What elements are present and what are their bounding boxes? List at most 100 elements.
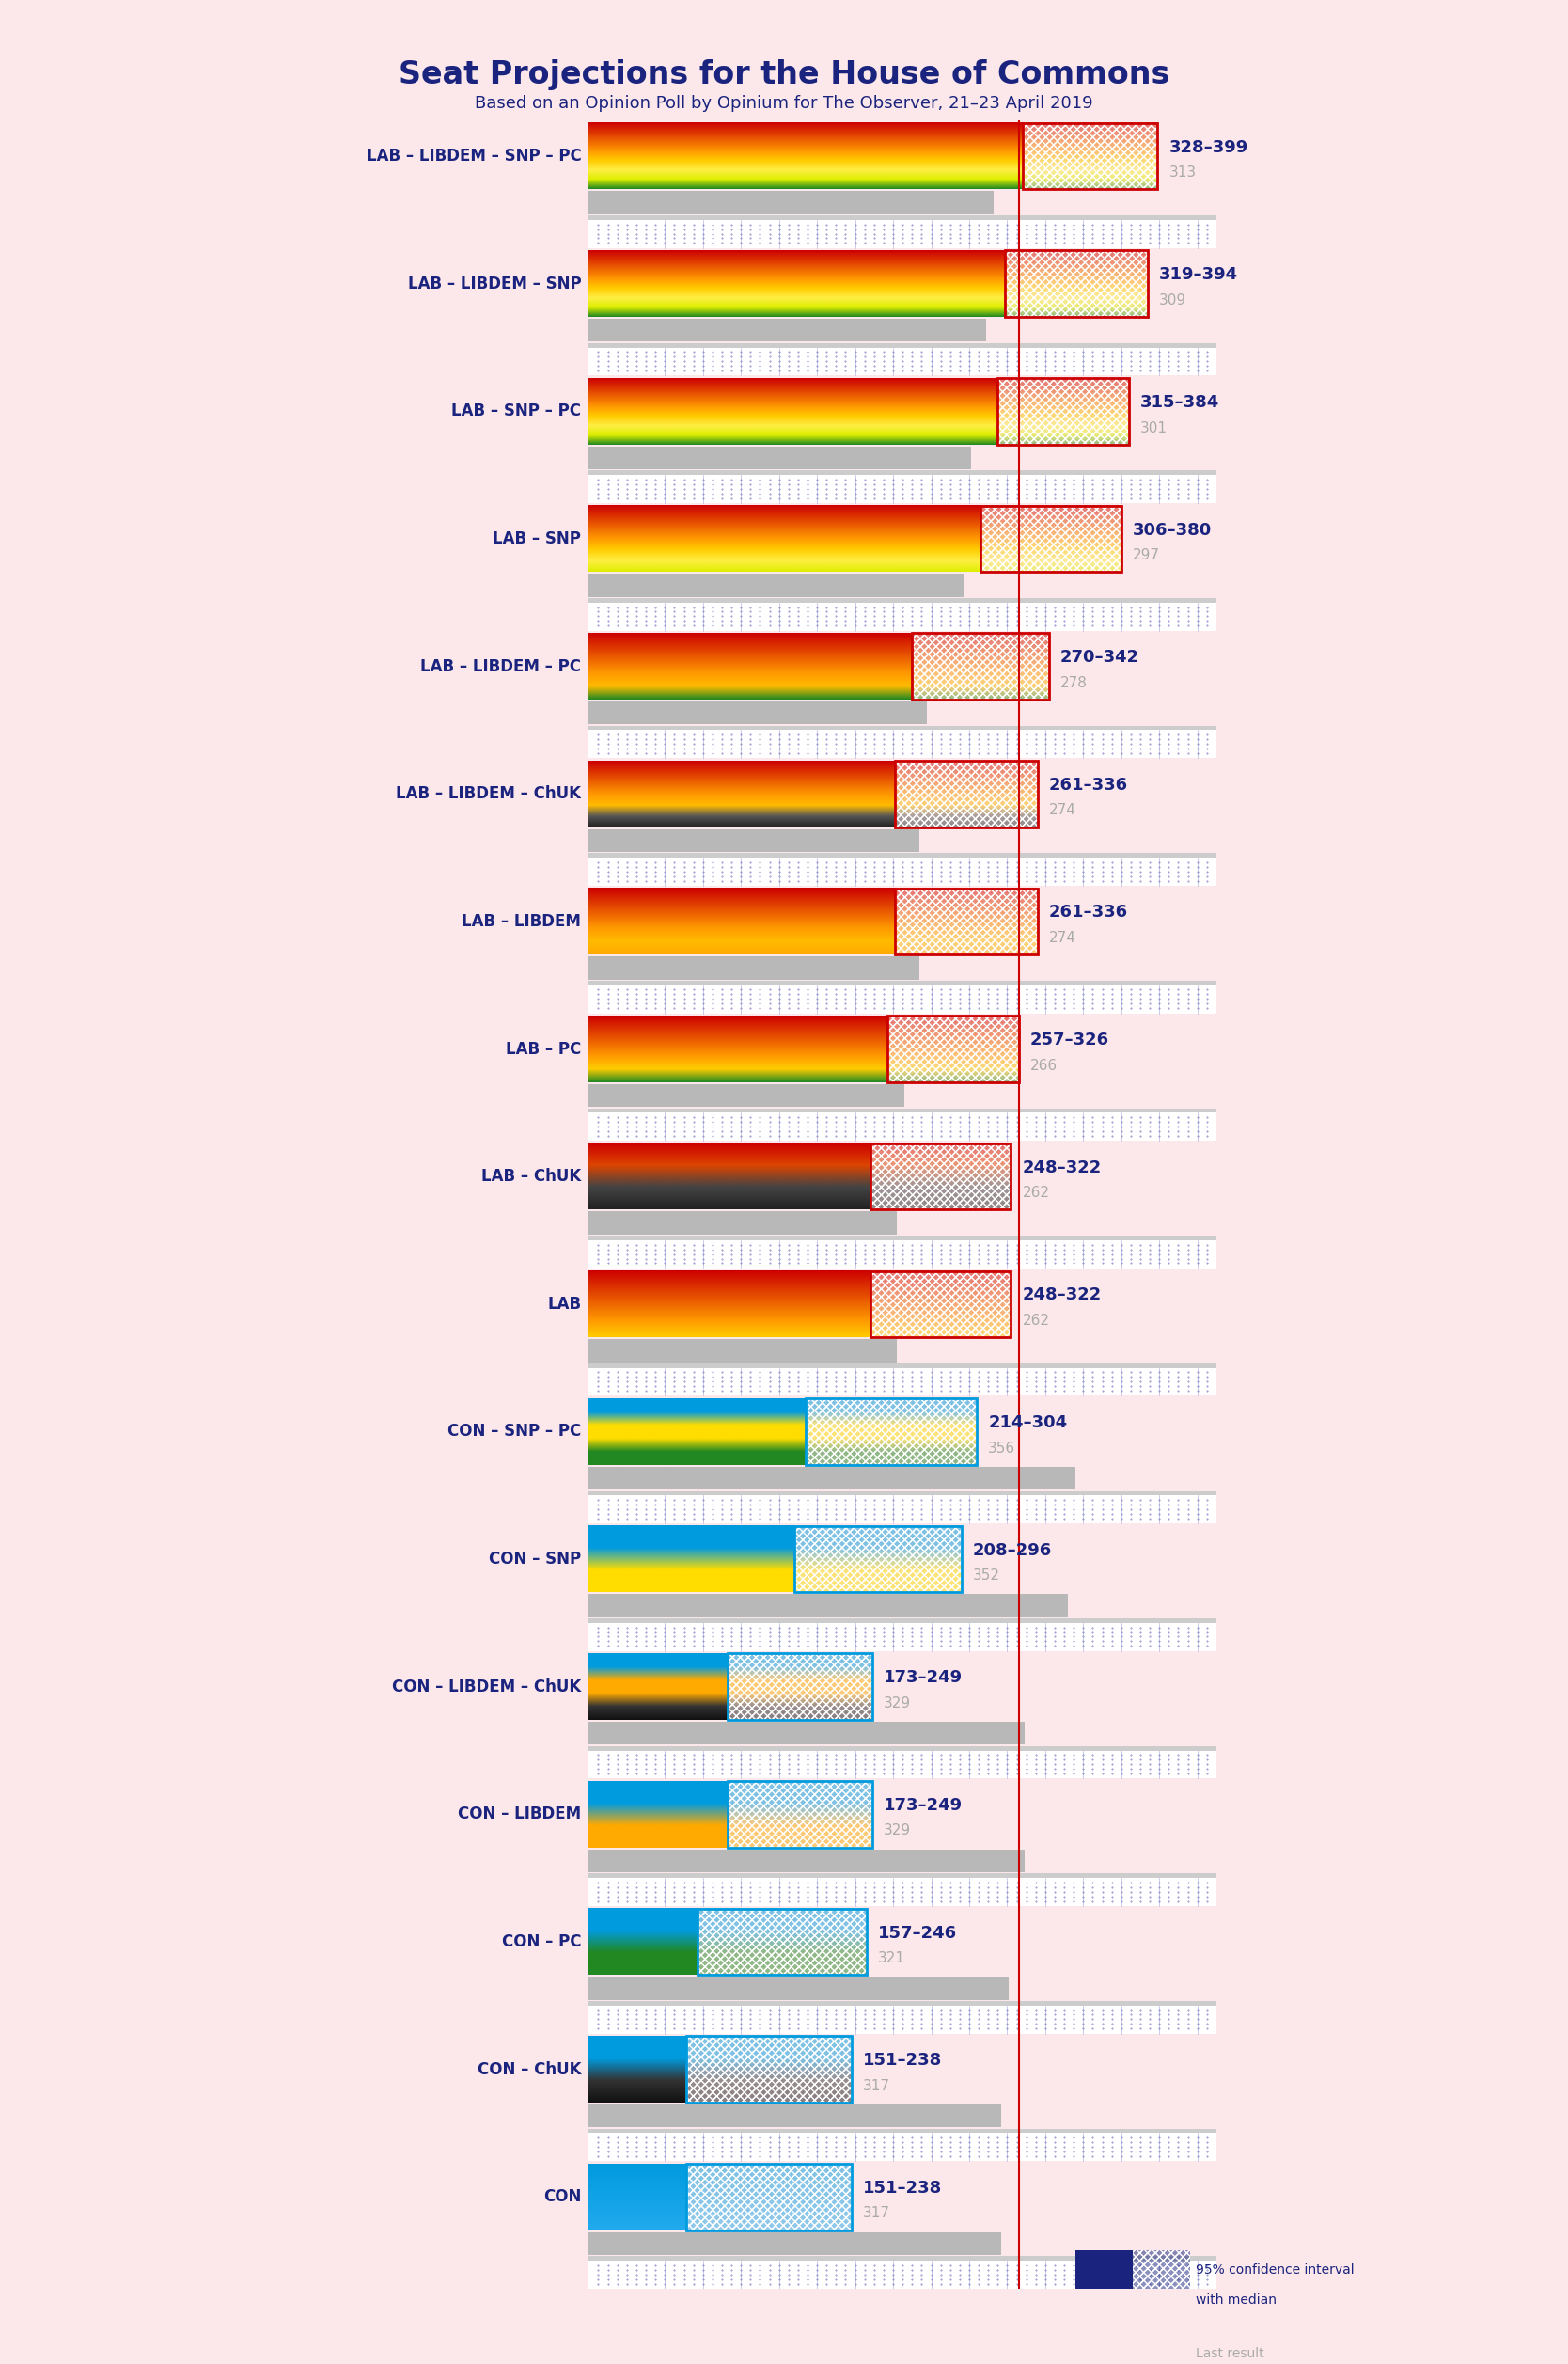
- Bar: [590, 1492, 1217, 1496]
- Bar: [590, 215, 1217, 220]
- Text: 297: 297: [1132, 548, 1160, 563]
- Bar: [685, 2163, 851, 2229]
- Bar: [590, 2000, 1217, 2033]
- Bar: [590, 215, 1217, 248]
- Bar: [590, 853, 1217, 858]
- Bar: [590, 957, 920, 979]
- Text: LAB – LIBDEM – SNP: LAB – LIBDEM – SNP: [408, 274, 582, 293]
- Bar: [1076, 2251, 1132, 2317]
- Bar: [685, 2035, 851, 2102]
- Text: 274: 274: [1049, 804, 1076, 818]
- Bar: [1005, 251, 1148, 317]
- Bar: [590, 1875, 1217, 1905]
- Text: CON – SNP: CON – SNP: [489, 1551, 582, 1567]
- Bar: [870, 1272, 1011, 1338]
- Bar: [698, 1908, 867, 1974]
- Bar: [728, 1652, 872, 1721]
- Bar: [590, 1747, 1217, 1749]
- Text: 319–394: 319–394: [1159, 267, 1239, 284]
- Text: 248–322: 248–322: [1022, 1158, 1102, 1175]
- Bar: [590, 470, 1217, 504]
- Text: LAB – LIBDEM: LAB – LIBDEM: [463, 913, 582, 929]
- Bar: [590, 598, 1217, 603]
- Bar: [1132, 2251, 1190, 2317]
- Text: 208–296: 208–296: [974, 1541, 1052, 1558]
- Text: 315–384: 315–384: [1140, 395, 1220, 411]
- Bar: [590, 2000, 1217, 2005]
- Text: 157–246: 157–246: [878, 1924, 956, 1941]
- Bar: [887, 1017, 1019, 1083]
- Bar: [590, 1976, 1010, 2000]
- Bar: [590, 726, 1217, 730]
- Text: 95% confidence interval: 95% confidence interval: [1195, 2265, 1353, 2277]
- Bar: [997, 378, 1129, 444]
- Bar: [728, 1780, 872, 1846]
- Bar: [980, 506, 1121, 572]
- Bar: [1022, 123, 1157, 189]
- Text: CON – SNP – PC: CON – SNP – PC: [447, 1423, 582, 1440]
- Text: CON – PC: CON – PC: [502, 1934, 582, 1950]
- Bar: [685, 2163, 851, 2229]
- Bar: [590, 1085, 905, 1106]
- Text: LAB – LIBDEM – PC: LAB – LIBDEM – PC: [420, 657, 582, 674]
- Bar: [913, 634, 1049, 700]
- Bar: [728, 1652, 872, 1721]
- Bar: [590, 1492, 1217, 1522]
- Text: LAB: LAB: [547, 1295, 582, 1312]
- Bar: [887, 1017, 1019, 1083]
- Text: 321: 321: [878, 1950, 905, 1964]
- Bar: [590, 1721, 1024, 1745]
- Text: 306–380: 306–380: [1132, 522, 1212, 539]
- Bar: [1132, 2251, 1190, 2317]
- Bar: [590, 1849, 1024, 1872]
- Text: 262: 262: [1022, 1314, 1049, 1329]
- Bar: [698, 1908, 867, 1974]
- Bar: [895, 761, 1038, 827]
- Bar: [590, 1619, 1217, 1650]
- Text: LAB – PC: LAB – PC: [506, 1040, 582, 1057]
- Text: LAB – ChUK: LAB – ChUK: [481, 1168, 582, 1184]
- Bar: [590, 598, 1217, 631]
- Bar: [870, 1272, 1011, 1338]
- Bar: [590, 319, 986, 343]
- Text: CON: CON: [543, 2189, 582, 2206]
- Text: 313: 313: [1168, 165, 1196, 180]
- Text: 266: 266: [1030, 1059, 1057, 1073]
- Text: 352: 352: [974, 1570, 1000, 1584]
- Bar: [590, 981, 1217, 1014]
- Bar: [1022, 123, 1157, 189]
- Bar: [913, 634, 1049, 700]
- Bar: [590, 1364, 1217, 1395]
- Bar: [590, 1593, 1068, 1617]
- Bar: [590, 853, 1217, 886]
- Bar: [590, 1236, 1217, 1269]
- Text: 257–326: 257–326: [1030, 1031, 1109, 1050]
- Bar: [980, 506, 1121, 572]
- Text: CON – ChUK: CON – ChUK: [477, 2061, 582, 2078]
- Bar: [590, 447, 971, 470]
- Text: with median: with median: [1195, 2293, 1276, 2307]
- Bar: [590, 2128, 1217, 2161]
- Bar: [997, 378, 1129, 444]
- Bar: [806, 1399, 977, 1466]
- Text: Based on an Opinion Poll by Opinium for The Observer, 21–23 April 2019: Based on an Opinion Poll by Opinium for …: [475, 95, 1093, 111]
- Text: CON – LIBDEM – ChUK: CON – LIBDEM – ChUK: [392, 1678, 582, 1695]
- Bar: [895, 889, 1038, 955]
- Bar: [590, 1109, 1217, 1142]
- Bar: [1022, 123, 1157, 189]
- Bar: [590, 702, 927, 723]
- Text: Last result: Last result: [1195, 2347, 1264, 2359]
- Text: LAB – SNP: LAB – SNP: [492, 530, 582, 548]
- Text: 270–342: 270–342: [1060, 650, 1140, 667]
- Bar: [728, 1780, 872, 1846]
- Text: 329: 329: [884, 1697, 911, 1709]
- Bar: [870, 1144, 1011, 1210]
- Bar: [590, 343, 1217, 348]
- Text: 151–238: 151–238: [862, 2180, 942, 2196]
- Text: 261–336: 261–336: [1049, 775, 1127, 794]
- Text: LAB – SNP – PC: LAB – SNP – PC: [452, 402, 582, 421]
- Bar: [895, 889, 1038, 955]
- Bar: [895, 761, 1038, 827]
- Text: Seat Projections for the House of Commons: Seat Projections for the House of Common…: [398, 59, 1170, 90]
- Text: LAB – LIBDEM – SNP – PC: LAB – LIBDEM – SNP – PC: [367, 147, 582, 165]
